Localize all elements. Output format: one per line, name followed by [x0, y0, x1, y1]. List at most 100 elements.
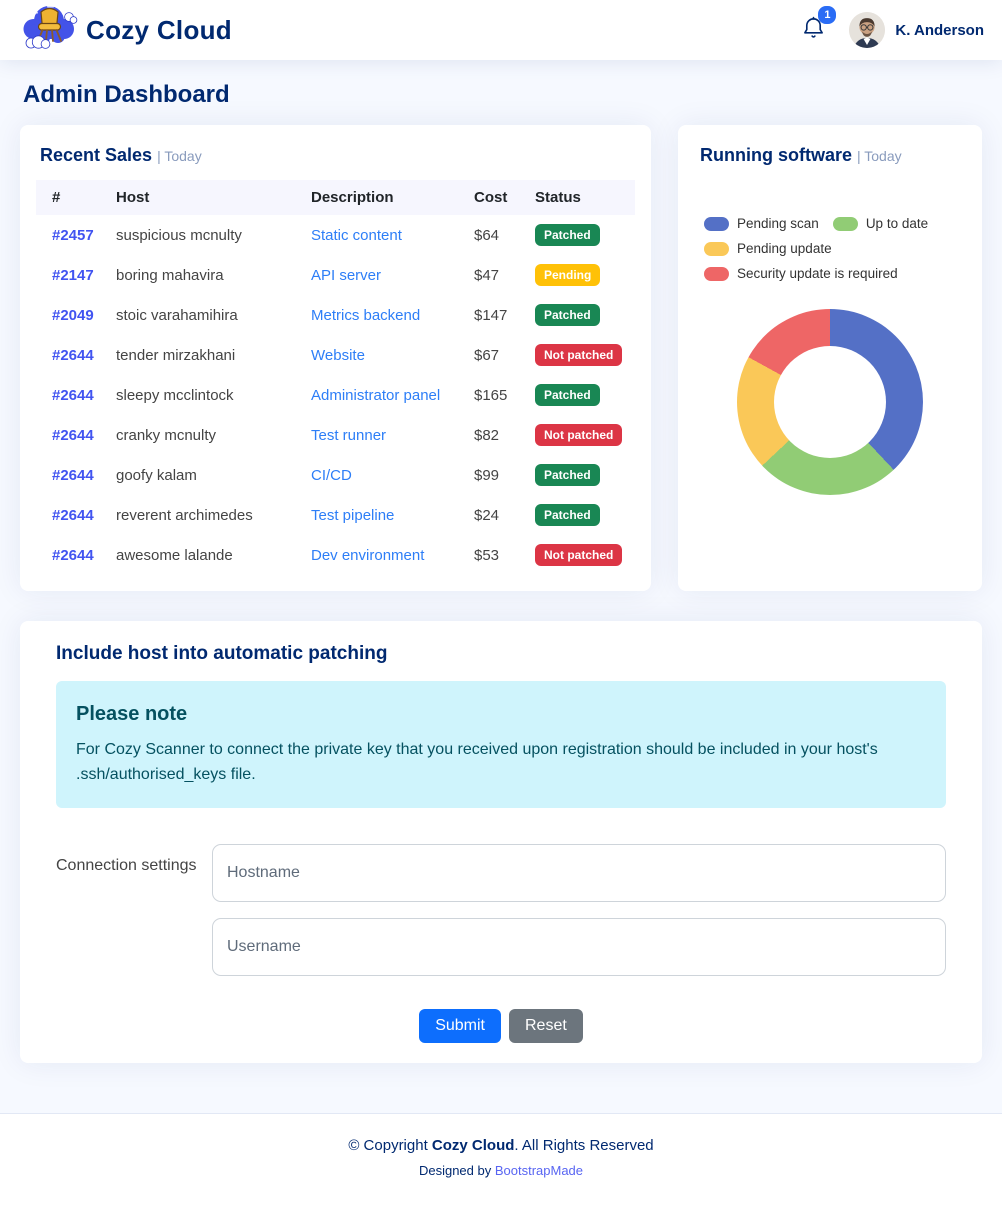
notification-count-badge: 1 — [818, 6, 837, 24]
sale-id-link[interactable]: #2644 — [52, 426, 94, 444]
copyright-line: © Copyright Cozy Cloud. All Rights Reser… — [0, 1137, 1002, 1154]
credits-line: Designed by BootstrapMade — [0, 1163, 1002, 1178]
status-badge: Not patched — [535, 424, 623, 446]
copyright-prefix: © Copyright — [348, 1136, 432, 1154]
sale-cost: $64 — [474, 226, 500, 244]
table-row: #2644 goofy kalam CI/CD $99 Patched — [36, 455, 635, 495]
column-header: Host — [116, 189, 150, 206]
connection-settings-row: Connection settings — [56, 843, 946, 976]
bell-icon — [802, 16, 825, 44]
table-row: #2049 stoic varahamihira Metrics backend $1… — [36, 295, 635, 335]
copyright-suffix: . All Rights Reserved — [514, 1136, 654, 1154]
alert-body: For Cozy Scanner to connect the private … — [76, 741, 878, 783]
page-title: Admin Dashboard — [23, 81, 230, 108]
reset-button[interactable]: Reset — [509, 1008, 583, 1043]
sale-cost: $24 — [474, 506, 500, 524]
notifications-button[interactable]: 1 — [800, 6, 837, 47]
legend-marker — [704, 216, 729, 231]
sale-host: suspicious mcnulty — [116, 226, 242, 244]
column-header: Cost — [474, 189, 508, 206]
sale-id-link[interactable]: #2049 — [52, 306, 94, 324]
sale-description-link[interactable]: Dev environment — [311, 546, 425, 564]
sale-cost: $53 — [474, 546, 500, 564]
info-alert: Please note For Cozy Scanner to connect … — [56, 681, 946, 808]
table-row: #2644 reverent archimedes Test pipeline $24… — [36, 495, 635, 535]
sale-host: reverent archimedes — [116, 506, 253, 524]
avatar[interactable] — [849, 12, 886, 48]
sale-host: goofy kalam — [116, 466, 197, 484]
status-badge: Patched — [535, 504, 600, 526]
sales-table-body: #2457 suspicious mcnulty Static content $64… — [36, 215, 635, 575]
sale-description-link[interactable]: Administrator panel — [311, 386, 441, 404]
legend-marker — [832, 216, 858, 231]
sale-description-link[interactable]: CI/CD — [311, 466, 352, 484]
sale-description-link[interactable]: Test pipeline — [311, 506, 395, 524]
legend-item[interactable]: Up to date — [832, 216, 928, 231]
cozy-cloud-logo-icon — [20, 3, 78, 58]
table-row: #2644 tender mirzakhani Website $67 Not patc… — [36, 335, 635, 375]
sale-host: sleepy mcclintock — [116, 386, 234, 404]
sale-host: cranky mcnulty — [116, 426, 217, 444]
table-row: #2147 boring mahavira API server $47 Pending — [36, 255, 635, 295]
sale-description-link[interactable]: API server — [311, 266, 382, 284]
designed-by-text: Designed by — [418, 1162, 495, 1178]
sale-description-link[interactable]: Static content — [311, 226, 402, 244]
legend-item[interactable]: Pending update — [704, 241, 832, 256]
connection-settings-label: Connection settings — [56, 856, 197, 874]
sale-id-link[interactable]: #2644 — [52, 546, 94, 564]
recent-sales-card: Recent Sales | Today # Host Description Cost… — [20, 125, 651, 591]
status-badge: Patched — [535, 304, 600, 326]
sale-host: boring mahavira — [116, 266, 224, 284]
sale-id-link[interactable]: #2644 — [52, 506, 94, 524]
sale-id-link[interactable]: #2644 — [52, 346, 94, 364]
recent-sales-table: # Host Description Cost Status #2457 suspicio… — [36, 180, 635, 575]
main-content: Admin Dashboard Recent Sales | Today # Hos… — [0, 60, 1002, 1113]
sale-id-link[interactable]: #2457 — [52, 226, 94, 244]
column-header: # — [52, 189, 61, 206]
bootstrapmade-link[interactable]: BootstrapMade — [494, 1162, 584, 1178]
status-badge: Pending — [535, 264, 601, 286]
legend-item[interactable]: Pending scan — [704, 216, 819, 231]
sale-cost: $67 — [474, 346, 500, 364]
column-header: Description — [311, 189, 394, 206]
sale-description-link[interactable]: Test runner — [311, 426, 387, 444]
patching-title: Include host into automatic patching — [56, 643, 388, 664]
status-badge: Patched — [535, 224, 600, 246]
running-software-subtitle: | Today — [857, 148, 902, 164]
sale-cost: $82 — [474, 426, 500, 444]
user-name[interactable]: K. Anderson — [895, 21, 984, 39]
status-badge: Not patched — [535, 544, 623, 566]
running-software-title-text: Running software — [700, 145, 852, 165]
hostname-field[interactable] — [212, 843, 946, 902]
sale-host: stoic varahamihira — [116, 306, 238, 324]
recent-sales-title-text: Recent Sales — [40, 145, 153, 165]
brand-name: Cozy Cloud — [86, 14, 232, 45]
alert-heading: Please note — [76, 703, 188, 725]
sale-id-link[interactable]: #2147 — [52, 266, 94, 284]
donut-chart — [737, 309, 923, 495]
table-row: #2644 cranky mcnulty Test runner $82 Not pat… — [36, 415, 635, 455]
legend-item[interactable]: Security update is required — [704, 266, 898, 281]
sale-host: awesome lalande — [116, 546, 233, 564]
brand-logo-link[interactable]: Cozy Cloud — [20, 3, 232, 58]
patching-card: Include host into automatic patching Ple… — [20, 621, 982, 1063]
status-badge: Not patched — [535, 344, 623, 366]
sale-cost: $147 — [474, 306, 508, 324]
sale-id-link[interactable]: #2644 — [52, 386, 94, 404]
running-software-title: Running software | Today — [696, 125, 964, 180]
table-row: #2644 sleepy mcclintock Administrator pane… — [36, 375, 635, 415]
sale-cost: $165 — [474, 386, 508, 404]
chart-legend: Pending scan Up to date Pending update Secu… — [704, 216, 956, 281]
status-badge: Patched — [535, 384, 600, 406]
sale-description-link[interactable]: Metrics backend — [311, 306, 421, 324]
submit-button[interactable]: Submit — [419, 1008, 501, 1043]
legend-label: Security update is required — [737, 266, 898, 281]
legend-marker — [704, 266, 729, 281]
username-field[interactable] — [212, 917, 946, 976]
sale-description-link[interactable]: Website — [311, 346, 365, 364]
running-software-card: Running software | Today Pending scan Up t… — [678, 125, 982, 591]
table-row: #2644 awesome lalande Dev environment $53 No… — [36, 535, 635, 575]
sale-cost: $99 — [474, 466, 500, 484]
recent-sales-title: Recent Sales | Today — [36, 125, 635, 180]
sale-id-link[interactable]: #2644 — [52, 466, 94, 484]
